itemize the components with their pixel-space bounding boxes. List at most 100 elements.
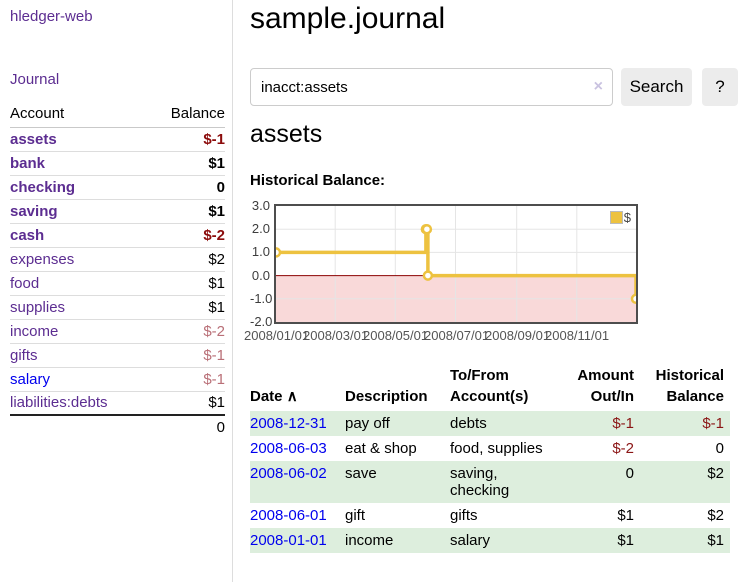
register-date-link[interactable]: 2008-06-01 <box>250 507 327 524</box>
register-amount: $1 <box>617 532 634 549</box>
register-row: 2008-01-01 income salary $1 $1 <box>250 528 730 553</box>
search-row: × Search ? <box>250 68 742 106</box>
register-amount: $-1 <box>612 415 634 432</box>
account-link[interactable]: expenses <box>10 250 75 268</box>
page-title: sample.journal <box>250 2 446 35</box>
y-tick-label: 0.0 <box>251 268 270 283</box>
register-accounts: gifts <box>450 507 478 524</box>
x-tick-label: 2008/03/01 <box>303 328 369 343</box>
account-row: cash $-2 <box>10 223 225 247</box>
register-description: pay off <box>345 415 390 432</box>
account-balance: $-1 <box>203 346 225 364</box>
account-link[interactable]: bank <box>10 154 46 172</box>
accounts-header-balance: Balance <box>170 105 225 123</box>
legend-label: $ <box>623 210 631 225</box>
account-balance: $-1 <box>203 130 225 148</box>
register-date-link[interactable]: 2008-06-02 <box>250 465 327 482</box>
account-balance: $2 <box>208 250 225 268</box>
account-balance: 0 <box>216 178 225 196</box>
clear-search-icon[interactable]: × <box>593 78 603 95</box>
y-tick-label: -2.0 <box>250 314 273 329</box>
register-amount: $1 <box>617 507 634 524</box>
legend-swatch <box>609 211 623 224</box>
register-description: save <box>345 465 377 482</box>
y-tick-label: 3.0 <box>251 198 270 213</box>
account-link[interactable]: saving <box>10 202 58 220</box>
account-link[interactable]: supplies <box>10 298 66 316</box>
account-link[interactable]: gifts <box>10 346 38 364</box>
balance-chart: $ 3.0 2.0 1.0 0.0 -1.0 -2.0 2008/01/01 2008/03/… <box>244 199 690 346</box>
help-button[interactable]: ? <box>702 68 738 106</box>
column-header-date[interactable]: Date ∧ <box>250 388 298 405</box>
account-balance: $1 <box>208 202 225 220</box>
account-row: liabilities:debts $1 <box>10 391 225 415</box>
sidebar-item-journal[interactable]: Journal <box>10 71 60 88</box>
account-balance: $1 <box>208 274 225 292</box>
column-header-balance: Historical Balance <box>655 367 724 405</box>
column-header-amount: Amount Out/In <box>577 367 634 405</box>
x-tick-label: 2008/07/01 <box>424 328 490 343</box>
account-row: income $-2 <box>10 319 225 343</box>
y-tick-label: -1.0 <box>250 291 273 306</box>
register-accounts: debts <box>450 415 487 432</box>
accounts-table: Account Balance assets $-1 bank $1 checking 0… <box>10 101 225 439</box>
account-link[interactable]: assets <box>10 130 57 148</box>
account-row: gifts $-1 <box>10 343 225 367</box>
accounts-header-account: Account <box>10 105 65 123</box>
register-date-link[interactable]: 2008-12-31 <box>250 415 327 432</box>
y-tick-label: 1.0 <box>251 244 270 259</box>
search-button[interactable]: Search <box>621 68 692 106</box>
chart-legend: $ <box>609 210 631 225</box>
brand-link[interactable]: hledger-web <box>10 8 93 25</box>
account-link[interactable]: salary <box>10 370 51 388</box>
account-balance: $-2 <box>203 226 225 244</box>
search-input[interactable] <box>250 68 613 106</box>
account-row: checking 0 <box>10 175 225 199</box>
register-balance: $-1 <box>702 415 724 432</box>
account-link[interactable]: income <box>10 322 59 340</box>
account-balance: $-2 <box>203 322 225 340</box>
account-balance: $1 <box>208 394 225 412</box>
chart-title: Historical Balance: <box>250 172 386 189</box>
account-row: assets $-1 <box>10 127 225 151</box>
register-amount: 0 <box>625 465 634 482</box>
register-row: 2008-06-02 save saving, checking 0 $2 <box>250 461 730 503</box>
accounts-total-row: 0 <box>10 415 225 439</box>
account-balance: $1 <box>208 154 225 172</box>
account-link[interactable]: checking <box>10 178 76 196</box>
chart-plot[interactable]: $ <box>274 204 638 324</box>
sort-asc-icon: ∧ <box>286 388 298 405</box>
register-amount: $-2 <box>612 440 634 457</box>
account-row: food $1 <box>10 271 225 295</box>
register-row: 2008-06-03 eat & shop food, supplies $-2 0 <box>250 436 730 461</box>
register-table: Date ∧ Description To/From Account(s) Am… <box>250 363 730 553</box>
register-description: eat & shop <box>345 440 417 457</box>
x-tick-label: 2008/09/01 <box>485 328 551 343</box>
account-balance: $1 <box>208 298 225 316</box>
register-accounts: food, supplies <box>450 440 543 457</box>
account-link[interactable]: food <box>10 274 40 292</box>
account-link[interactable]: cash <box>10 226 45 244</box>
y-tick-label: 2.0 <box>251 221 270 236</box>
register-date-link[interactable]: 2008-01-01 <box>250 532 327 549</box>
account-row: salary $-1 <box>10 367 225 391</box>
account-row: expenses $2 <box>10 247 225 271</box>
register-balance: $1 <box>707 532 724 549</box>
x-tick-label: 2008/11/01 <box>545 328 610 343</box>
register-balance: $2 <box>707 465 724 482</box>
column-header-account: To/From Account(s) <box>450 367 529 405</box>
register-balance: $2 <box>707 507 724 524</box>
sidebar: hledger-web Journal Account Balance asse… <box>0 0 233 582</box>
register-accounts: salary <box>450 532 491 549</box>
register-balance: 0 <box>715 440 724 457</box>
register-date-link[interactable]: 2008-06-03 <box>250 440 327 457</box>
account-row: supplies $1 <box>10 295 225 319</box>
register-description: income <box>345 532 394 549</box>
column-header-description: Description <box>345 388 428 405</box>
account-link[interactable]: liabilities:debts <box>10 394 108 412</box>
account-row: bank $1 <box>10 151 225 175</box>
main-panel: sample.journal × Search ? assets Histori… <box>244 0 742 582</box>
x-tick-label: 2008/01/01 <box>244 328 310 343</box>
register-accounts: saving, checking <box>450 465 510 499</box>
account-heading: assets <box>250 120 323 148</box>
